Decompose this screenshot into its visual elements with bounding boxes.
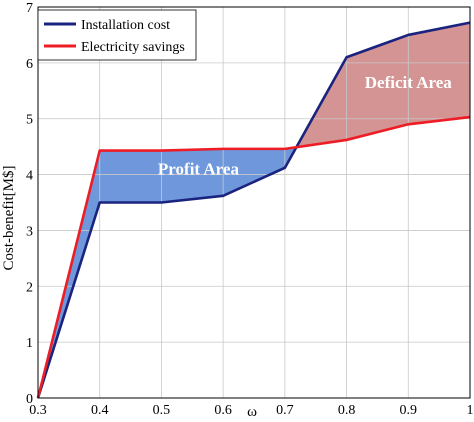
x-tick-label: 0.6 bbox=[214, 403, 232, 418]
series-line-electricity-savings bbox=[36, 115, 471, 399]
legend-label-electricity-savings: Electricity savings bbox=[81, 40, 185, 55]
series-lines bbox=[36, 21, 471, 399]
x-tick-label: 0.8 bbox=[338, 403, 356, 418]
y-axis-label: Cost-benefit[M$] bbox=[1, 166, 17, 271]
y-tick-label: 7 bbox=[26, 1, 33, 16]
x-tick-label: 0.3 bbox=[29, 403, 47, 418]
grid-lines bbox=[38, 7, 470, 398]
x-tick-label: 0.4 bbox=[91, 403, 109, 418]
y-tick-label: 0 bbox=[26, 392, 33, 407]
legend-box bbox=[37, 9, 197, 61]
legend-label-installation-cost: Installation cost bbox=[81, 18, 170, 33]
y-tick-label: 5 bbox=[26, 113, 33, 128]
x-tick-label: 0.7 bbox=[276, 403, 294, 418]
y-tick-label: 6 bbox=[26, 57, 33, 72]
legend: Installation cost Electricity savings bbox=[37, 9, 197, 61]
plot-frame bbox=[37, 6, 471, 399]
x-axis-label: ω bbox=[247, 404, 257, 420]
x-tick-label: 0.5 bbox=[153, 403, 171, 418]
y-tick-label: 3 bbox=[26, 224, 33, 239]
profit-area-label: Profit Area bbox=[158, 160, 240, 179]
y-tick-label: 2 bbox=[26, 280, 33, 295]
profit-area-fill bbox=[38, 147, 297, 398]
deficit-area-label: Deficit Area bbox=[365, 73, 453, 92]
y-tick-label: 1 bbox=[26, 336, 33, 351]
deficit-area-fill bbox=[296, 22, 470, 148]
x-tick-label: 1 bbox=[467, 403, 474, 418]
area-fills bbox=[38, 22, 470, 398]
series-line-installation-cost bbox=[36, 21, 471, 399]
x-tick-label: 0.9 bbox=[400, 403, 418, 418]
y-tick-label: 4 bbox=[26, 169, 33, 184]
area-labels: Profit Area Deficit Area bbox=[158, 73, 452, 179]
tick-labels: 0.3 0.4 0.5 0.6 0.7 0.8 0.9 1 0 1 2 3 4 5 6 7 bbox=[26, 1, 474, 418]
